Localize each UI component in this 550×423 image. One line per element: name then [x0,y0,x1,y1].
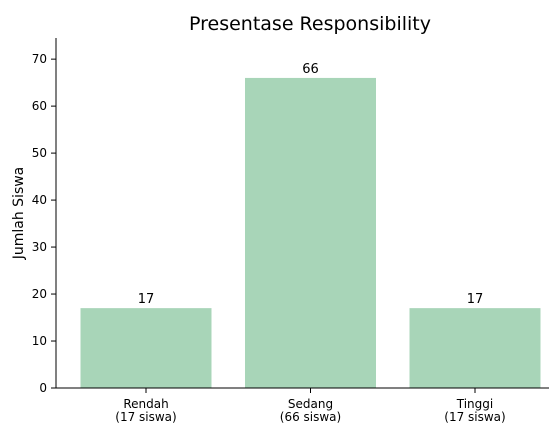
data-label: 17 [138,292,155,307]
x-tick-sublabel: (17 siswa) [115,410,176,423]
y-tick-label: 0 [39,381,47,395]
data-labels: 17 66 17 [138,62,484,307]
bar-rendah [80,308,212,388]
y-axis-label: Jumlah Siswa [11,167,27,261]
bar-tinggi [409,308,541,388]
data-label: 17 [467,292,484,307]
bar-sedang [245,77,376,388]
y-axis-ticks: 0 10 20 30 40 50 60 70 [32,52,56,395]
y-tick-label: 30 [32,240,47,254]
y-tick-label: 10 [32,334,47,348]
x-tick-label: Rendah [123,397,168,411]
data-label: 66 [302,62,319,77]
chart-title: Presentase Responsibility [189,13,431,35]
x-tick-sublabel: (17 siswa) [444,410,505,423]
x-tick-label: Tinggi [456,397,493,411]
x-tick-sublabel: (66 siswa) [280,410,341,423]
y-tick-label: 20 [32,287,47,301]
bars [80,77,541,388]
x-tick-label: Sedang [288,397,333,411]
y-tick-label: 60 [32,99,47,113]
x-axis-labels: Rendah(17 siswa)Sedang(66 siswa)Tinggi(1… [115,388,506,423]
y-tick-label: 70 [32,52,47,66]
y-tick-label: 50 [32,146,47,160]
y-tick-label: 40 [32,193,47,207]
